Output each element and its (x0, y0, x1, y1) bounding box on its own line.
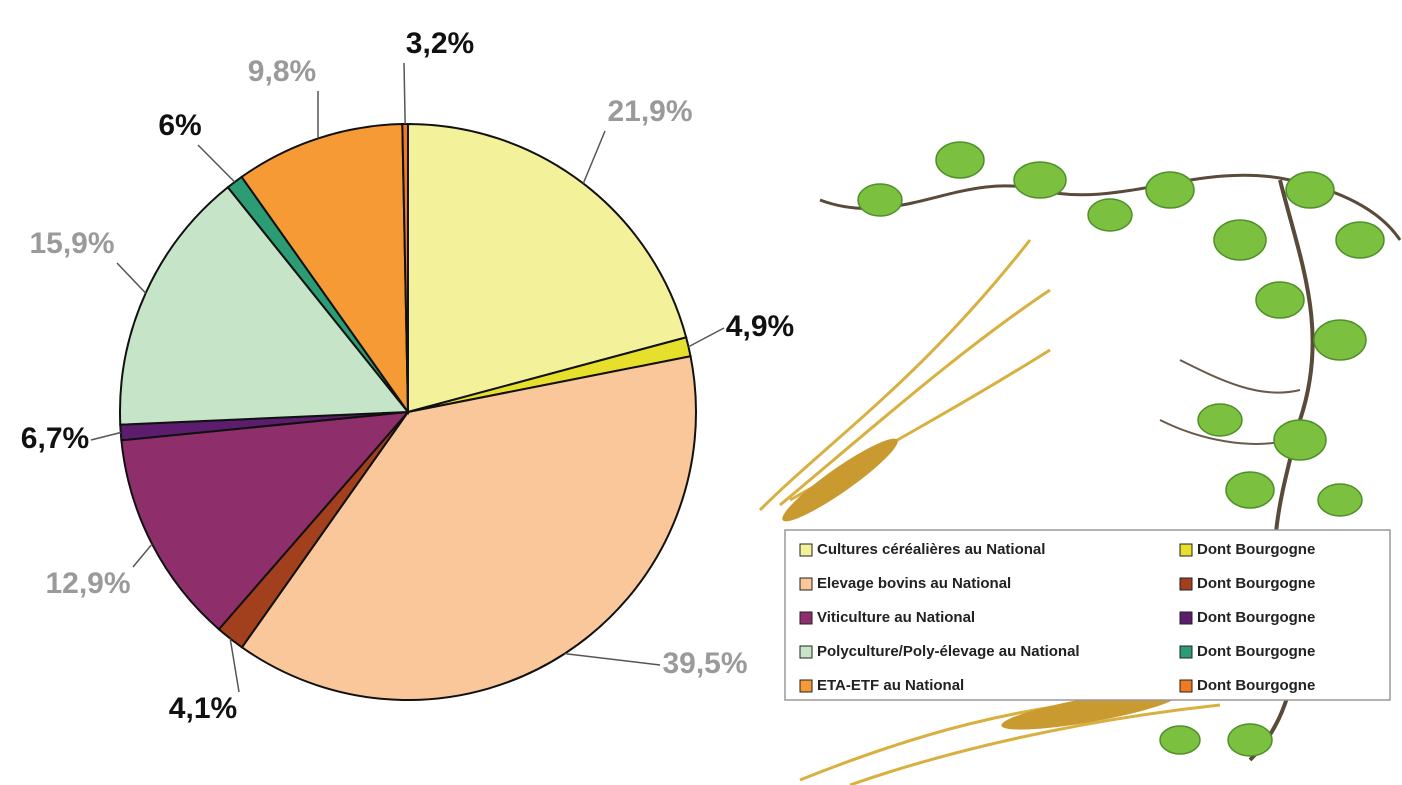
pie (119, 122, 697, 701)
legend-swatch (799, 577, 813, 591)
slice-label: 12,9% (45, 567, 130, 600)
data-labels: 21,9% 4,9% 39,5% 4,1% 12,9% 6,7% 15,9% 6% 9,8% 3,… (21, 27, 794, 725)
sub-slice-label: 4,9% (726, 310, 794, 343)
legend-swatch (799, 679, 813, 693)
legend-label: ETA-ETF au National (817, 677, 964, 694)
leader-line (403, 62, 406, 125)
sub-slice-label: 6,7% (21, 422, 89, 455)
leader-line (229, 638, 240, 693)
pie-slice (240, 355, 697, 701)
leader-line (132, 543, 153, 568)
legend-swatch (799, 611, 813, 625)
legend-label: Dont Bourgogne (1197, 541, 1315, 558)
slice-label: 15,9% (29, 227, 114, 260)
slice-label: 9,8% (248, 55, 316, 88)
legend-label: Dont Bourgogne (1197, 575, 1315, 592)
legend-swatch (1179, 577, 1193, 591)
legend-swatch (1179, 611, 1193, 625)
legend-label: Elevage bovins au National (817, 575, 1011, 592)
leader-line (197, 144, 236, 183)
legend-swatch (1179, 543, 1193, 557)
legend-swatch (799, 543, 813, 557)
legend-swatch (799, 645, 813, 659)
legend-box (784, 529, 1391, 701)
legend-swatch (1179, 645, 1193, 659)
leader-line (582, 130, 606, 184)
legend-label: Dont Bourgogne (1197, 609, 1315, 626)
pie-slice (119, 185, 411, 426)
slice-label: 21,9% (607, 95, 692, 128)
sub-slice-label: 4,1% (169, 692, 237, 725)
legend-swatch (1179, 679, 1193, 693)
pie-slice (407, 122, 688, 414)
leader-line (688, 327, 725, 348)
sub-slice-label: 3,2% (406, 27, 474, 60)
pie-slice (240, 123, 410, 416)
leader-line (564, 652, 661, 666)
leader-line (116, 262, 147, 294)
legend-label: Polyculture/Poly-élevage au National (817, 643, 1080, 660)
leader-line (90, 431, 121, 441)
pie-slice (120, 410, 411, 631)
legend-label: Cultures céréalières au National (817, 541, 1045, 558)
legend: Cultures céréalières au National Dont Bou… (784, 529, 1391, 701)
legend-label: Dont Bourgogne (1197, 677, 1315, 694)
legend-label: Dont Bourgogne (1197, 643, 1315, 660)
sub-slice-label: 6% (158, 109, 201, 142)
decoration (758, 141, 1402, 785)
pie-sub-slice (401, 122, 409, 413)
slice-label: 39,5% (662, 647, 747, 680)
legend-label: Viticulture au National (817, 609, 975, 626)
